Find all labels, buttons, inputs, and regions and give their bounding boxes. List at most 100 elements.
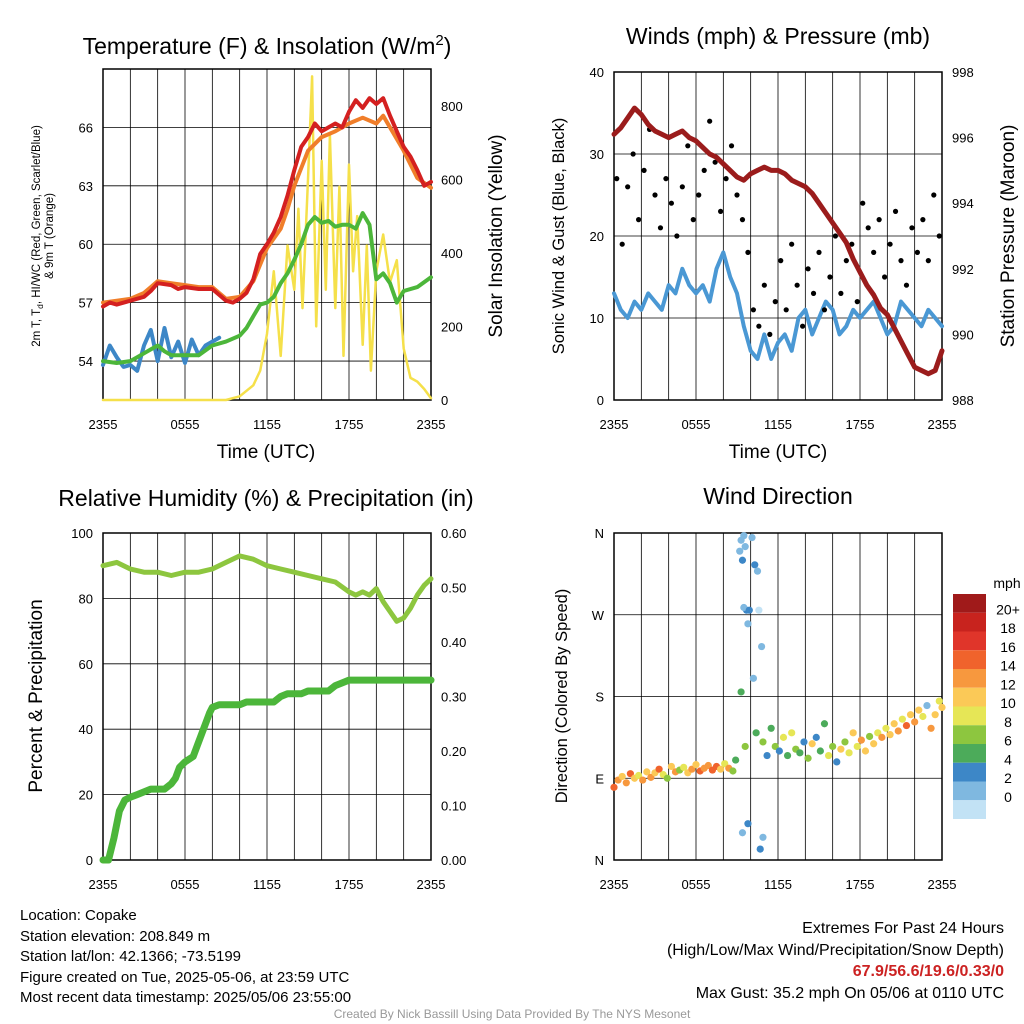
y-tick-label: 0 (597, 393, 604, 408)
y2-tick-label: 0.10 (441, 799, 466, 814)
gust-point (876, 217, 882, 223)
legend-swatch (953, 650, 986, 669)
gust-point (816, 249, 822, 255)
extremes-info: Extremes For Past 24 Hours (High/Low/Max… (667, 918, 1004, 1004)
legend-swatch (953, 762, 986, 782)
direction-panel: Wind Direction Direction (Colored By Spe… (553, 483, 1021, 892)
gust-point (636, 217, 642, 223)
direction-point (752, 729, 760, 737)
direction-point (755, 606, 763, 614)
y2-tick-label: 600 (441, 172, 463, 187)
y-tick-label: 66 (79, 120, 93, 135)
y-tick-label: 20 (590, 229, 604, 244)
x-tick-label: 2355 (600, 877, 629, 892)
gust-point (832, 233, 839, 239)
direction-point (800, 738, 808, 746)
direction-title: Wind Direction (703, 483, 853, 509)
y2-tick-label: 800 (441, 99, 463, 114)
y2-tick-label: 200 (441, 319, 463, 334)
direction-point (732, 756, 740, 764)
humidity-ylabel-left: Percent & Precipitation (26, 599, 47, 792)
direction-point (741, 742, 749, 751)
direction-point (663, 774, 671, 782)
winds-title: Winds (mph) & Pressure (mb) (626, 23, 930, 49)
direction-point (692, 761, 700, 769)
gust-point (931, 192, 937, 198)
y-tick-label: 20 (79, 788, 93, 803)
y2-tick-label: 0.40 (441, 635, 466, 650)
direction-point (861, 747, 870, 755)
direction-point (763, 751, 771, 760)
direction-point (740, 603, 748, 612)
direction-point (736, 547, 744, 555)
x-tick-label: 1755 (335, 877, 364, 892)
legend-label: 20+ (996, 601, 1020, 617)
x-tick-label: 2355 (600, 417, 629, 432)
x-tick-label: 2355 (417, 417, 446, 432)
direction-point (767, 724, 775, 732)
x-tick-label: 1155 (253, 417, 281, 432)
winds-ylabel-right: Station Pressure (Maroon) (998, 125, 1019, 348)
gust-point (707, 118, 713, 124)
extremes-subheading: (High/Low/Max Wind/Precipitation/Snow De… (666, 941, 1004, 959)
gust-point (783, 307, 789, 313)
legend-label: 4 (1004, 751, 1012, 767)
x-tick-label: 1755 (335, 417, 364, 432)
max-gust: Max Gust: 35.2 mph On 05/06 at 0110 UTC (695, 984, 1004, 1002)
x-tick-label: 2355 (417, 877, 446, 892)
y-tick-label: 57 (79, 296, 93, 311)
temperature-ylabel-left-2: & 9m T (Orange) (44, 193, 56, 279)
figure-created: Figure created on Tue, 2025-05-06, at 23… (20, 968, 350, 986)
x-tick-label: 1155 (764, 417, 792, 432)
direction-point (788, 729, 796, 737)
winds-ylabel-left: Sonic Wind & Gust (Blue, Black) (550, 118, 568, 355)
temperature-xlabel: Time (UTC) (217, 442, 316, 463)
humidity-line (100, 553, 434, 624)
gust-point (789, 241, 795, 247)
direction-point (737, 688, 745, 696)
legend-swatch (953, 781, 986, 801)
y2-tick-label: 992 (952, 262, 974, 277)
y-tick-label: N (595, 853, 604, 868)
gust-point (641, 167, 647, 173)
direction-point (931, 711, 939, 719)
temperature-ylabel-right: Solar Insolation (Yellow) (486, 134, 507, 337)
direction-point (717, 765, 725, 773)
gust-point (734, 192, 740, 198)
gust-point (630, 151, 636, 157)
station-elevation: Station elevation: 208.849 m (20, 927, 211, 945)
gust-point (728, 143, 735, 149)
y-tick-label: N (595, 526, 604, 541)
x-tick-label: 2355 (928, 417, 957, 432)
gust-point (761, 282, 767, 288)
legend-swatch (953, 725, 986, 744)
humidity-panel: Relative Humidity (%) & Precipitation (i… (26, 485, 474, 892)
extremes-heading: Extremes For Past 24 Hours (802, 920, 1004, 937)
gust-point (925, 258, 931, 264)
temperature-panel: Temperature (F) & Insolation (W/m2) 2m T… (31, 32, 507, 463)
y-tick-label: 0 (86, 853, 93, 868)
direction-point (906, 711, 915, 719)
direction-point (804, 754, 812, 762)
plot-frame (102, 532, 432, 861)
station-location: Location: Copake (20, 907, 137, 924)
y2-tick-label: 0.30 (441, 690, 466, 705)
legend-label: 16 (1000, 639, 1016, 655)
y-tick-label: 40 (79, 722, 93, 737)
direction-point (779, 733, 788, 741)
direction-point (849, 729, 857, 737)
direction-point (783, 751, 792, 760)
station-latlon: Station lat/lon: 42.1366; -73.5199 (20, 948, 242, 965)
direction-point (865, 732, 874, 741)
direction-point (622, 779, 630, 787)
legend-swatch (953, 800, 986, 819)
direction-point (643, 768, 651, 776)
x-tick-label: 1755 (846, 417, 875, 432)
x-tick-label: 0555 (682, 417, 711, 432)
direction-point (639, 776, 647, 784)
temperature-series-line (101, 211, 433, 365)
gust-point (685, 143, 691, 149)
gust-point (750, 307, 757, 313)
winds-panel: Winds (mph) & Pressure (mb) Sonic Wind &… (550, 23, 1019, 463)
plot-frame (613, 532, 943, 861)
